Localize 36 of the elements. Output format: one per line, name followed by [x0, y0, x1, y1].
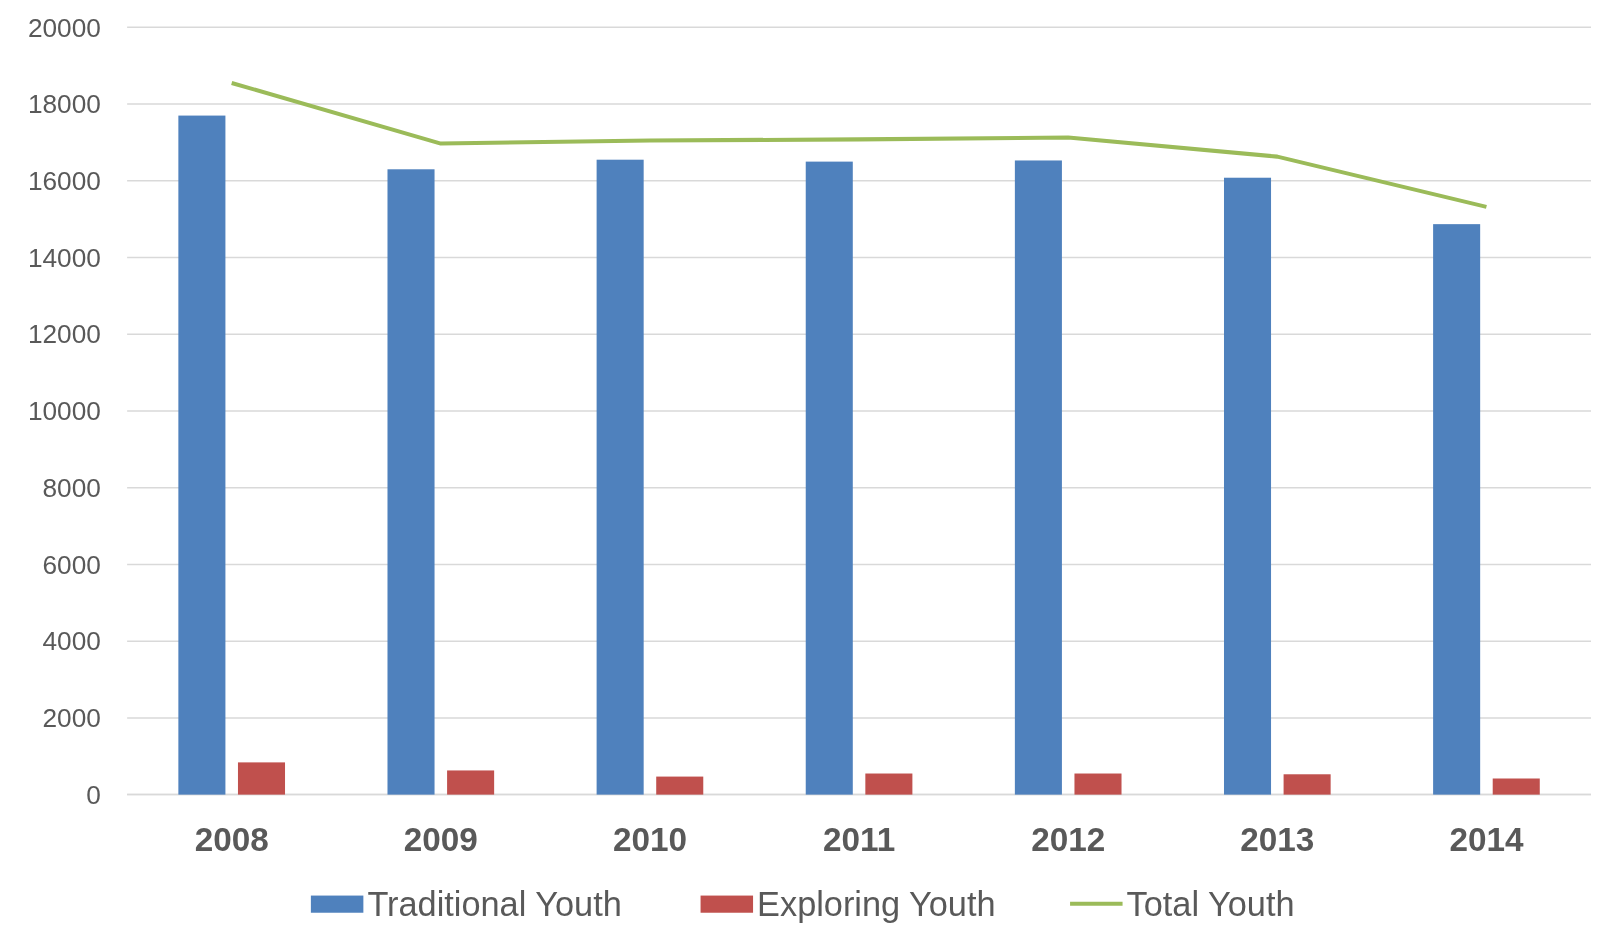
bar — [237, 762, 286, 795]
y-tick-label: 4000 — [42, 626, 101, 657]
bar — [1223, 177, 1272, 795]
y-tick-label: 20000 — [27, 12, 101, 43]
legend-label: Exploring Youth — [757, 884, 996, 923]
bar — [447, 770, 495, 795]
bar — [178, 115, 226, 795]
y-tick-label: 10000 — [27, 396, 101, 427]
bar — [1433, 224, 1481, 795]
bar — [596, 159, 644, 795]
x-tick-label: 2010 — [612, 821, 687, 859]
bar — [1074, 773, 1122, 795]
y-tick-label: 8000 — [42, 472, 101, 503]
x-tick-label: 2009 — [403, 821, 478, 859]
y-tick-label: 0 — [86, 779, 101, 810]
y-tick-label: 18000 — [27, 89, 101, 120]
bar — [387, 169, 435, 795]
y-tick-label: 14000 — [27, 242, 101, 273]
y-tick-label: 16000 — [27, 165, 101, 196]
bar — [865, 773, 913, 795]
y-tick-label: 12000 — [27, 319, 101, 350]
bar — [1492, 778, 1540, 795]
legend-label: Traditional Youth — [367, 884, 622, 923]
y-tick-label: 2000 — [42, 703, 101, 734]
line-series — [229, 80, 1489, 209]
x-tick-label: 2013 — [1240, 821, 1315, 859]
bar — [805, 161, 853, 795]
legend-label: Total Youth — [1126, 884, 1295, 923]
x-tick-label: 2014 — [1449, 821, 1524, 859]
bar — [1283, 774, 1331, 795]
x-tick-label: 2008 — [194, 821, 269, 859]
bar — [1014, 160, 1062, 795]
x-tick-label: 2011 — [822, 821, 896, 859]
x-tick-label: 2012 — [1031, 821, 1106, 859]
y-tick-label: 6000 — [42, 549, 101, 580]
bar — [656, 776, 704, 795]
